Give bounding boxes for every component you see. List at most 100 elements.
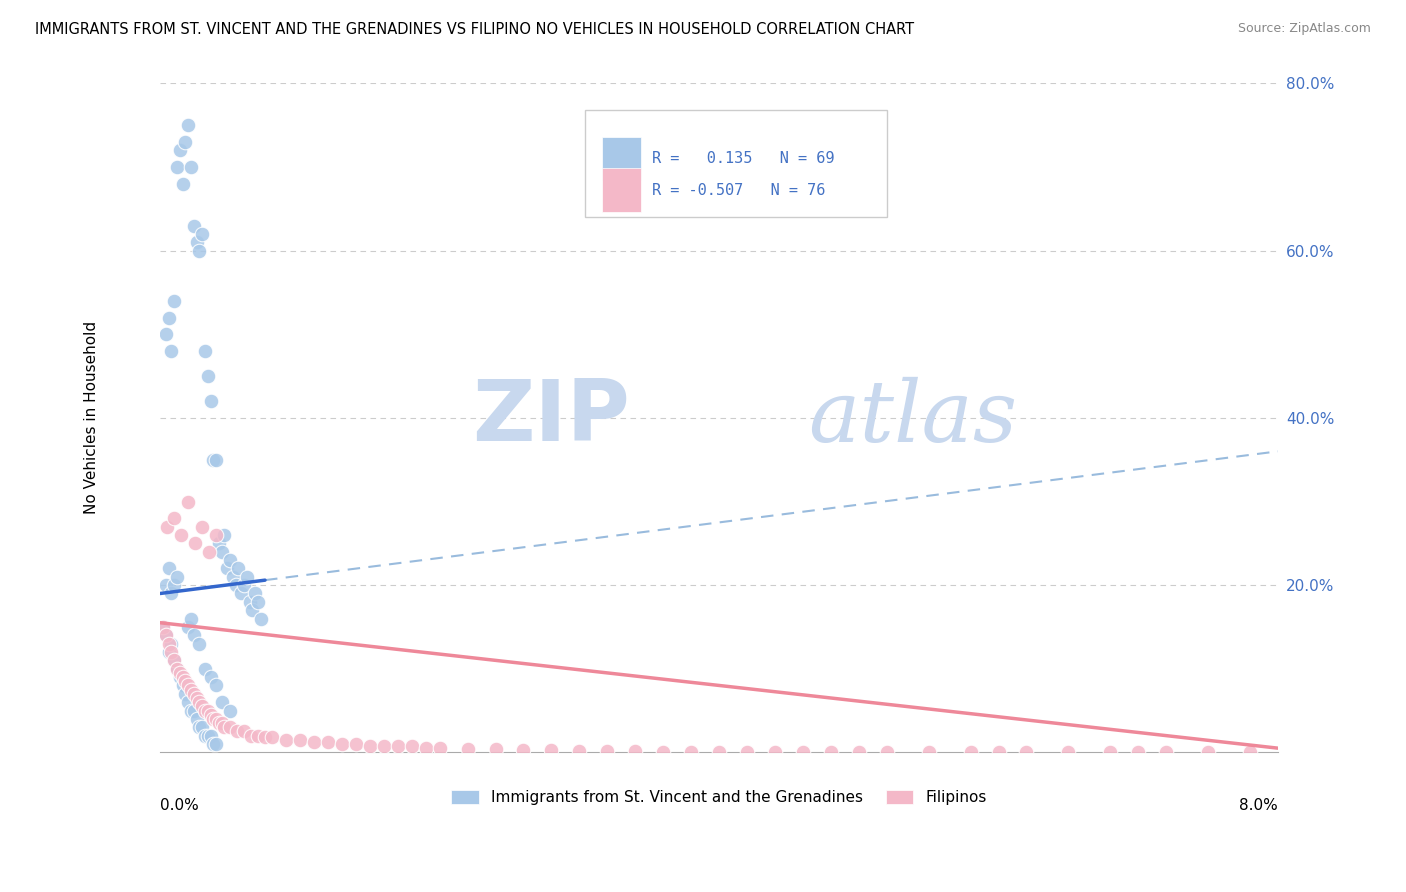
Point	[205, 452, 228, 467]
Point	[198, 544, 221, 558]
Point	[225, 578, 247, 592]
Point	[183, 219, 205, 233]
Point	[205, 678, 228, 692]
Point	[247, 729, 270, 743]
Point	[792, 744, 814, 758]
Point	[214, 528, 236, 542]
Point	[177, 678, 200, 692]
Point	[231, 586, 253, 600]
Point	[163, 653, 186, 667]
Point	[157, 310, 180, 325]
Point	[188, 720, 211, 734]
Point	[156, 519, 179, 533]
Point	[194, 704, 217, 718]
Point	[652, 744, 675, 758]
Point	[194, 662, 217, 676]
Point	[183, 687, 205, 701]
Point	[174, 135, 197, 149]
Point	[274, 732, 297, 747]
Point	[512, 743, 534, 757]
Point	[876, 745, 898, 759]
Point	[188, 695, 211, 709]
Point	[987, 745, 1010, 759]
Point	[157, 637, 180, 651]
Point	[152, 620, 174, 634]
Point	[174, 674, 197, 689]
Point	[429, 741, 451, 756]
Point	[302, 735, 325, 749]
Point	[186, 691, 208, 706]
Point	[202, 452, 225, 467]
Point	[169, 144, 191, 158]
Point	[387, 739, 409, 754]
Point	[735, 744, 758, 758]
Point	[228, 561, 250, 575]
Point	[211, 716, 233, 731]
Point	[172, 177, 194, 191]
Point	[820, 744, 842, 758]
Point	[169, 665, 191, 680]
Point	[191, 227, 214, 241]
Text: R = -0.507   N = 76: R = -0.507 N = 76	[652, 183, 825, 198]
Point	[211, 695, 233, 709]
Point	[191, 720, 214, 734]
Point	[200, 394, 222, 409]
Point	[596, 744, 619, 758]
Point	[191, 699, 214, 714]
Point	[197, 704, 219, 718]
Point	[163, 653, 186, 667]
Point	[172, 670, 194, 684]
Point	[373, 739, 395, 753]
Point	[194, 729, 217, 743]
Point	[253, 731, 276, 745]
Point	[197, 369, 219, 384]
Point	[166, 160, 188, 174]
Point	[177, 620, 200, 634]
Bar	[602, 137, 641, 180]
Text: No Vehicles in Household: No Vehicles in Household	[84, 321, 98, 515]
Point	[222, 570, 245, 584]
Point	[172, 678, 194, 692]
Point	[155, 628, 177, 642]
Point	[214, 720, 236, 734]
Point	[226, 724, 249, 739]
Point	[188, 637, 211, 651]
Point	[197, 729, 219, 743]
Point	[188, 244, 211, 258]
Point	[917, 745, 939, 759]
Bar	[602, 169, 641, 212]
Point	[191, 519, 214, 533]
Point	[219, 553, 242, 567]
Point	[1197, 745, 1219, 759]
Text: R =   0.135   N = 69: R = 0.135 N = 69	[652, 151, 835, 166]
Point	[205, 712, 228, 726]
Point	[180, 160, 202, 174]
Point	[157, 645, 180, 659]
Point	[219, 704, 242, 718]
Point	[260, 731, 283, 745]
Point	[763, 744, 786, 758]
Point	[359, 739, 381, 753]
Point	[194, 343, 217, 358]
Point	[217, 561, 239, 575]
Point	[163, 511, 186, 525]
Point	[959, 745, 981, 759]
Point	[316, 735, 339, 749]
Point	[174, 687, 197, 701]
Point	[208, 536, 231, 550]
Point	[155, 327, 177, 342]
Point	[239, 595, 262, 609]
Point	[155, 628, 177, 642]
Point	[233, 578, 256, 592]
Text: ZIP: ZIP	[472, 376, 630, 459]
Point	[155, 578, 177, 592]
Point	[211, 544, 233, 558]
Point	[200, 670, 222, 684]
Point	[169, 670, 191, 684]
Point	[240, 729, 263, 743]
Point	[166, 662, 188, 676]
Point	[163, 293, 186, 308]
Point	[184, 536, 207, 550]
Point	[208, 716, 231, 731]
Point	[484, 742, 506, 756]
